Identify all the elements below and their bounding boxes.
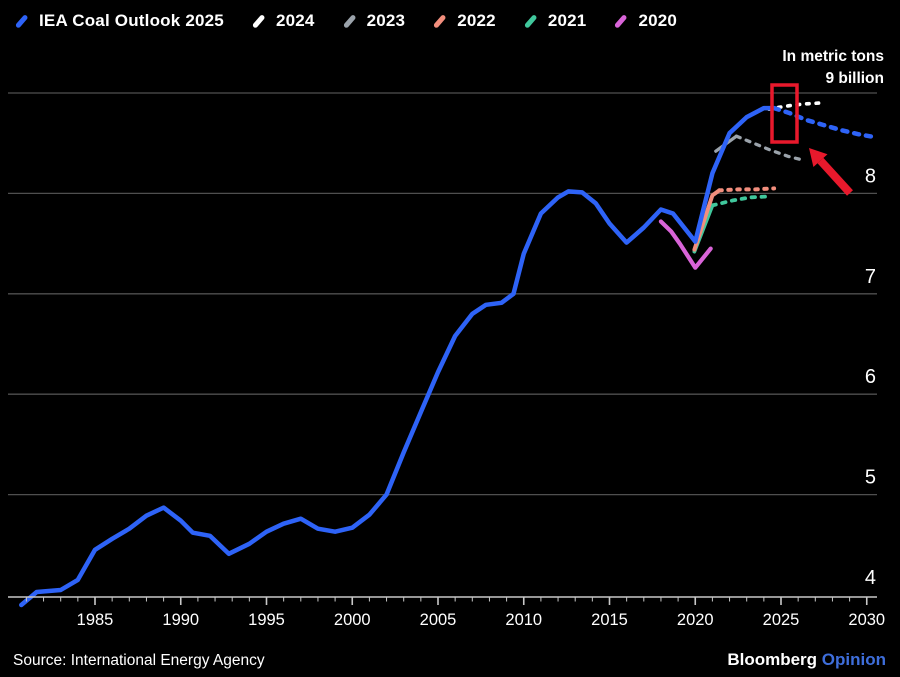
svg-text:8: 8 <box>865 165 876 187</box>
svg-text:2025: 2025 <box>763 611 800 629</box>
unit-note-line1: In metric tons <box>782 48 884 65</box>
svg-text:4: 4 <box>865 567 876 589</box>
legend-label: 2021 <box>547 11 587 30</box>
brand-opinion: Opinion <box>821 650 886 669</box>
legend-label: 2024 <box>275 11 315 30</box>
brand-logo: Bloomberg Opinion <box>727 650 886 670</box>
legend-label: 2020 <box>638 11 678 30</box>
highlight-arrow <box>809 148 828 167</box>
svg-text:5: 5 <box>865 467 876 489</box>
legend-item-2022: 2022 <box>432 11 496 31</box>
legend-label: 2023 <box>366 11 406 30</box>
svg-text:2020: 2020 <box>677 611 714 629</box>
source-credit: Source: International Energy Agency <box>13 652 265 669</box>
legend-item-2020: 2020 <box>613 11 677 31</box>
svg-text:1995: 1995 <box>248 611 285 629</box>
legend-slash-icon <box>251 13 266 29</box>
brand-bloomberg: Bloomberg <box>727 650 818 669</box>
legend-item-2023: 2023 <box>342 11 406 31</box>
legend-slash-icon <box>433 13 447 29</box>
svg-text:6: 6 <box>865 366 876 388</box>
svg-text:2005: 2005 <box>420 611 457 629</box>
legend-slash-icon <box>614 13 628 29</box>
unit-note-line2: 9 billion <box>825 69 884 87</box>
chart-legend: IEA Coal Outlook 2025 2024 2023 2022 202… <box>14 11 677 31</box>
legend-slash-icon <box>523 13 537 29</box>
unit-note: In metric tons 9 billion <box>782 46 884 89</box>
legend-label: 2022 <box>457 11 496 30</box>
legend-label: IEA Coal Outlook 2025 <box>39 11 224 30</box>
legend-slash-icon <box>14 13 29 29</box>
svg-text:1990: 1990 <box>162 611 199 629</box>
svg-text:7: 7 <box>865 266 876 288</box>
legend-slash-icon <box>342 13 356 29</box>
svg-text:2010: 2010 <box>505 611 542 629</box>
legend-item-2021: 2021 <box>523 11 587 31</box>
highlight-box <box>770 83 799 144</box>
legend-item-outlook-2025: IEA Coal Outlook 2025 <box>14 11 224 31</box>
legend-item-2024: 2024 <box>251 11 315 31</box>
svg-text:2000: 2000 <box>334 611 371 629</box>
svg-text:2015: 2015 <box>591 611 628 629</box>
svg-text:1985: 1985 <box>77 611 114 629</box>
svg-text:2030: 2030 <box>848 611 885 629</box>
